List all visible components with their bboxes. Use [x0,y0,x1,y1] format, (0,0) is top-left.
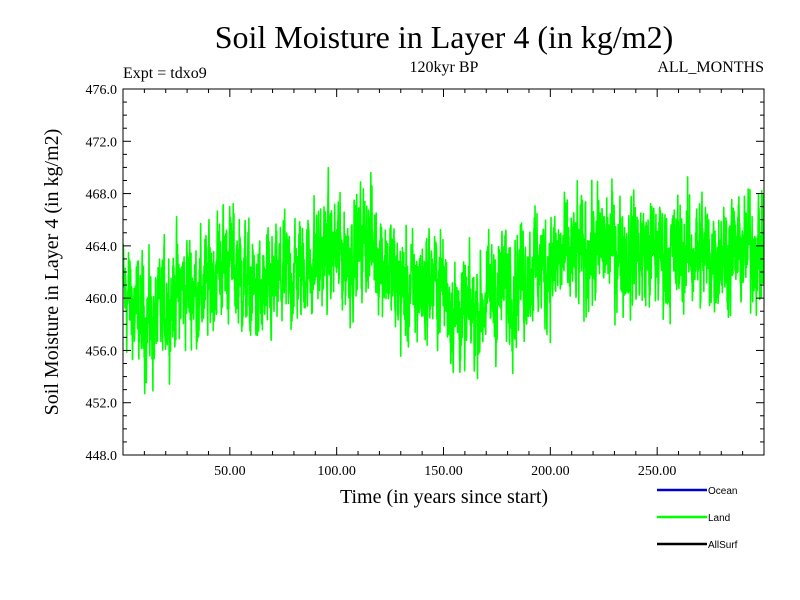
chart-title: Soil Moisture in Layer 4 (in kg/m2) [215,19,674,55]
x-tick-label: 250.00 [638,464,677,479]
y-tick-label: 464.0 [86,240,118,255]
x-tick-label: 150.00 [424,464,463,479]
experiment-label: Expt = tdxo9 [123,65,207,82]
y-tick-label: 476.0 [86,83,118,98]
y-tick-labels: 448.0 452.0 456.0 460.0 464.0 468.0 472.0 476.0 [86,83,118,464]
period-label: 120kyr BP [410,59,479,76]
x-axis-label: Time (in years since start) [340,486,548,508]
x-tick-labels: 50.00 100.00 150.00 200.00 250.00 [214,464,676,479]
y-axis-label: Soil Moisture in Layer 4 (in kg/m2) [41,129,63,416]
y-tick-label: 468.0 [86,188,118,203]
y-tick-label: 456.0 [86,344,118,359]
y-tick-label: 460.0 [86,292,118,307]
x-tick-label: 50.00 [214,464,246,479]
months-label: ALL_MONTHS [657,59,764,76]
x-tick-label: 100.00 [317,464,356,479]
legend-label-land: Land [708,513,730,524]
axis-ticks [123,89,764,455]
legend-label-allsurf: AllSurf [708,540,738,551]
y-tick-label: 452.0 [86,397,118,412]
series-line-land [123,166,764,395]
plot-data-layer [123,166,764,395]
legend-label-ocean: Ocean [708,486,737,497]
y-tick-label: 472.0 [86,135,118,150]
legend: Ocean Land AllSurf [657,486,738,551]
x-tick-label: 200.00 [531,464,570,479]
y-tick-label: 448.0 [86,449,118,464]
